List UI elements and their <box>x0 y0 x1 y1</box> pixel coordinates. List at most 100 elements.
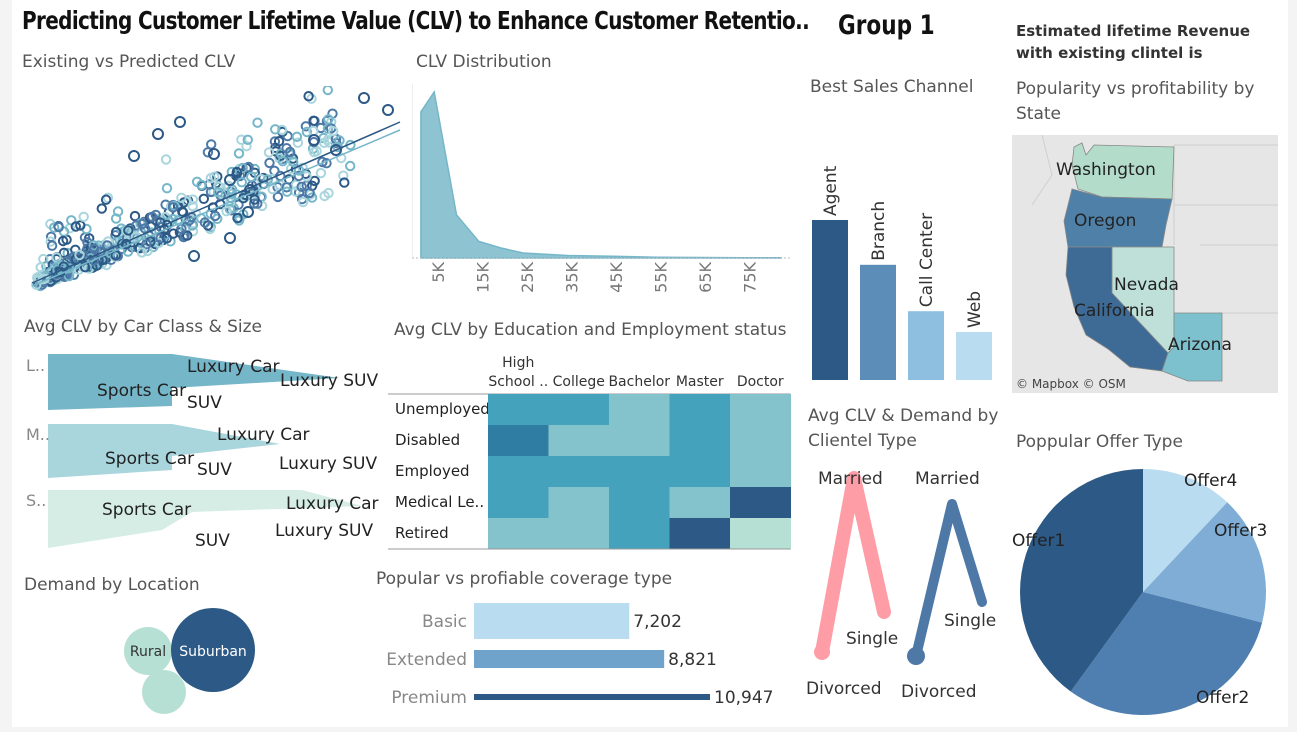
coverage-value-label: 7,202 <box>633 612 682 632</box>
coverage-category-label: Premium <box>391 688 467 708</box>
pie-slice[interactable] <box>1020 469 1143 692</box>
svg-text:Divorced: Divorced <box>901 682 977 702</box>
sales-bar <box>812 220 848 380</box>
map-state-california[interactable] <box>1065 246 1169 372</box>
pie-label: Offer3 <box>1214 521 1267 541</box>
scatter-point <box>213 187 224 198</box>
map-state-oregon[interactable] <box>1063 188 1173 248</box>
map-label-arizona: Arizona <box>1168 335 1232 355</box>
pie-slice[interactable] <box>1143 502 1266 623</box>
scatter-point <box>292 137 304 148</box>
distribution-tick-label: 65K <box>696 262 715 293</box>
sales-bars: Agent Branch Call Center Web <box>812 165 992 380</box>
scatter-point <box>206 139 217 150</box>
location-bubble-suburban[interactable] <box>171 608 255 692</box>
scatter-point <box>249 198 260 209</box>
pie-slice[interactable] <box>1070 592 1263 715</box>
heatmap-cell <box>548 487 610 519</box>
scatter-point <box>281 186 293 197</box>
heatmap-cell <box>669 456 731 488</box>
scatter-point <box>358 92 370 104</box>
heatmap-chart: High School .. College Bachelor Master Doctor… <box>388 355 791 550</box>
scatter-point <box>110 226 122 238</box>
heatmap-column-header: Bachelor <box>608 374 670 390</box>
scatter-point <box>301 126 313 138</box>
scatter-point <box>276 124 288 136</box>
scatter-point <box>297 196 309 208</box>
scatter-point <box>100 194 112 205</box>
car-class-row-l-shape <box>48 354 340 410</box>
svg-text:SUV: SUV <box>187 393 222 413</box>
clientel-line-2 <box>911 499 987 661</box>
scatter-point <box>209 171 220 182</box>
scatter-point <box>319 137 330 148</box>
scatter-point <box>330 144 342 156</box>
map-label-nevada: Nevada <box>1114 275 1179 295</box>
scatter-point <box>309 175 320 187</box>
heatmap-cell <box>609 456 670 488</box>
scatter-point <box>288 156 299 168</box>
svg-text:Luxury Car: Luxury Car <box>286 494 379 514</box>
heatmap-cell <box>669 487 731 519</box>
heatmap-cell <box>488 487 549 519</box>
scatter-point <box>213 181 224 192</box>
scatter-point <box>152 128 164 140</box>
scatter-point <box>382 104 394 116</box>
car-class-row-l-label: L.. <box>26 356 45 375</box>
svg-text:Sports Car: Sports Car <box>102 500 191 520</box>
heatmap-title: Avg CLV by Education and Employment stat… <box>394 320 787 340</box>
scatter-point <box>142 245 153 257</box>
scatter-point <box>236 177 248 188</box>
heatmap-row-label: Retired <box>395 524 449 542</box>
clientel-chart: Married Single Divorced Married Single D… <box>806 469 996 702</box>
distribution-tick-label: 45K <box>607 262 626 293</box>
scatter-point <box>102 192 114 204</box>
scatter-point <box>160 154 172 165</box>
scatter-point <box>70 221 81 232</box>
map-state-arizona[interactable] <box>1161 312 1223 382</box>
distribution-tick-label: 15K <box>474 262 493 293</box>
coverage-bar <box>474 650 665 668</box>
heatmap-cell <box>730 425 791 457</box>
location-bubble-urban[interactable] <box>142 670 186 714</box>
heatmap-cell <box>488 518 549 550</box>
svg-text:Sports Car: Sports Car <box>97 381 186 401</box>
scatter-point <box>205 186 217 198</box>
scatter-point <box>273 136 285 147</box>
scatter-point <box>262 174 274 185</box>
car-class-row-m-shape <box>48 424 280 478</box>
svg-text:Married: Married <box>915 469 980 489</box>
car-class-chart: L.. Luxury Car Sports Car Luxury SUV SUV… <box>26 354 379 551</box>
heatmap-cell <box>730 518 791 550</box>
scatter-point <box>277 156 288 167</box>
pie-slice[interactable] <box>1143 469 1228 592</box>
heatmap-cell <box>730 456 791 488</box>
distribution-area <box>420 90 782 259</box>
scatter-point <box>141 239 152 250</box>
scatter-point <box>303 91 314 102</box>
svg-text:Sports Car: Sports Car <box>105 449 194 469</box>
scatter-point <box>91 260 103 271</box>
heatmap-cells: High School .. College Bachelor Master Doctor… <box>388 355 791 550</box>
scatter-point <box>264 157 275 169</box>
pie-slices: Offer1 Offer2 Offer3 Offer4 <box>1012 469 1267 715</box>
map-label-washington: Washington <box>1056 160 1156 180</box>
sales-bar-label: Agent <box>821 165 841 216</box>
location-bubble-rural[interactable] <box>124 627 172 675</box>
scatter-title: Existing vs Predicted CLV <box>22 52 236 72</box>
map-state-washington[interactable] <box>1071 142 1175 200</box>
heatmap-column-header: High <box>502 355 534 371</box>
pie-label: Offer2 <box>1196 688 1249 708</box>
heatmap-cell <box>488 394 549 426</box>
coverage-bar <box>474 694 710 700</box>
coverage-bars: Basic 7,202 Extended 8,821 Premium 10,947 <box>386 603 773 708</box>
scatter-point <box>308 115 319 126</box>
sales-bar <box>956 332 992 380</box>
map-label-oregon: Oregon <box>1074 211 1136 231</box>
map-label-california: California <box>1074 301 1155 321</box>
scatter-point <box>78 211 89 223</box>
svg-text:Luxury SUV: Luxury SUV <box>279 454 377 474</box>
heatmap-cell <box>730 394 791 426</box>
left-gutter <box>0 0 12 732</box>
scatter-point <box>252 117 263 128</box>
